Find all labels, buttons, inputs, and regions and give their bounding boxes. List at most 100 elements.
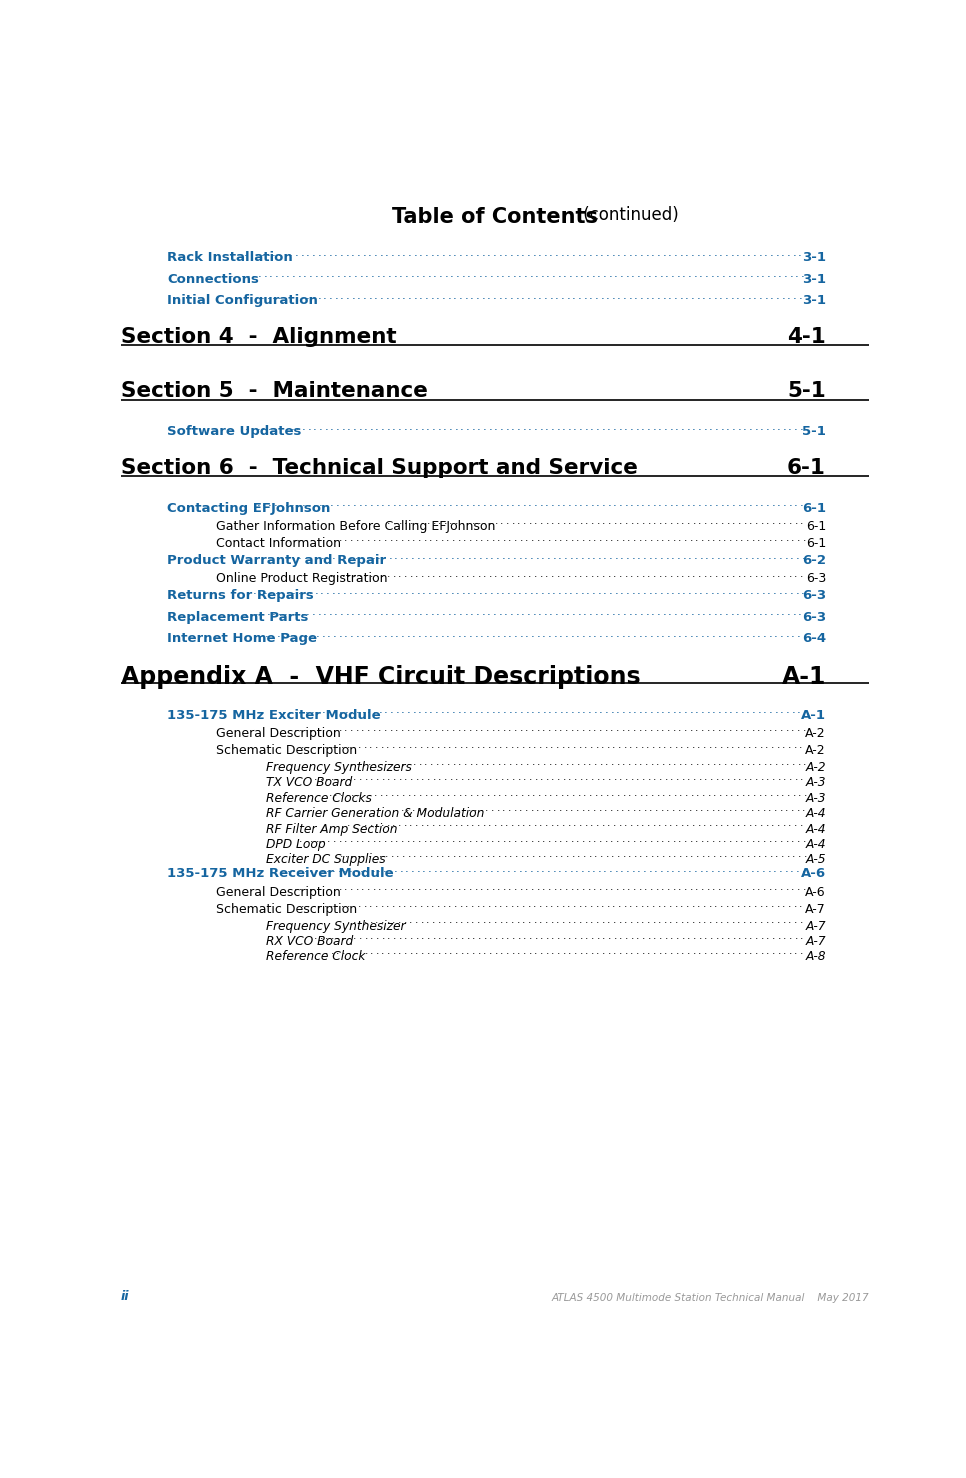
Text: .: .: [778, 946, 781, 956]
Text: .: .: [402, 245, 406, 259]
Text: .: .: [580, 946, 582, 956]
Text: .: .: [571, 723, 574, 733]
Text: .: .: [326, 548, 329, 562]
Text: .: .: [560, 245, 564, 259]
Text: .: .: [350, 534, 354, 544]
Text: .: .: [537, 882, 540, 893]
Text: .: .: [493, 606, 497, 618]
Text: .: .: [477, 516, 481, 526]
Text: .: .: [775, 723, 778, 733]
Text: .: .: [330, 931, 334, 941]
Text: .: .: [668, 899, 672, 909]
Text: .: .: [395, 627, 399, 640]
Text: .: .: [346, 788, 349, 798]
Text: .: .: [769, 882, 772, 893]
Text: .: .: [611, 788, 614, 798]
Text: A-3: A-3: [806, 776, 826, 789]
Text: .: .: [395, 534, 399, 544]
Text: .: .: [283, 290, 287, 302]
Text: .: .: [780, 723, 783, 733]
Text: .: .: [661, 723, 665, 733]
Text: .: .: [375, 740, 378, 751]
Text: .: .: [590, 819, 593, 829]
Text: .: .: [451, 803, 455, 813]
Text: .: .: [688, 548, 692, 562]
Text: .: .: [362, 606, 366, 618]
Text: .: .: [499, 740, 502, 751]
Text: .: .: [554, 882, 557, 893]
Text: .: .: [652, 819, 656, 829]
Text: .: .: [727, 862, 731, 875]
Text: .: .: [571, 757, 575, 767]
Text: .: .: [796, 803, 800, 813]
Text: .: .: [580, 931, 583, 941]
Text: .: .: [333, 834, 336, 844]
Text: .: .: [534, 497, 537, 508]
Text: .: .: [536, 803, 540, 813]
Text: .: .: [618, 497, 622, 508]
Text: .: .: [572, 290, 576, 302]
Text: .: .: [287, 862, 290, 875]
Text: .: .: [292, 548, 296, 562]
Text: .: .: [726, 569, 729, 578]
Text: .: .: [658, 819, 662, 829]
Text: .: .: [602, 569, 606, 578]
Text: .: .: [502, 834, 506, 844]
Text: .: .: [707, 788, 711, 798]
Text: A-6: A-6: [801, 868, 826, 881]
Text: .: .: [741, 850, 745, 859]
Text: .: .: [634, 245, 638, 259]
Text: .: .: [347, 420, 351, 433]
Text: .: .: [740, 803, 743, 813]
Text: .: .: [753, 757, 755, 767]
Text: .: .: [455, 773, 459, 782]
Text: .: .: [477, 497, 481, 508]
Text: .: .: [494, 740, 497, 751]
Text: .: .: [438, 569, 441, 578]
Text: .: .: [416, 548, 420, 562]
Text: .: .: [658, 497, 662, 508]
Text: .: .: [678, 534, 681, 544]
Text: .: .: [575, 584, 579, 597]
Text: .: .: [385, 788, 388, 798]
Text: .: .: [377, 268, 381, 281]
Text: .: .: [554, 606, 558, 618]
Text: A-4: A-4: [806, 823, 826, 835]
Text: .: .: [688, 268, 692, 281]
Text: .: .: [556, 420, 560, 433]
Text: .: .: [628, 788, 632, 798]
Text: .: .: [265, 627, 269, 640]
Text: .: .: [356, 788, 360, 798]
Text: .: .: [364, 773, 368, 782]
Text: .: .: [429, 803, 432, 813]
Text: .: .: [339, 834, 342, 844]
Text: .: .: [498, 788, 501, 798]
Text: .: .: [559, 834, 562, 844]
Text: .: .: [639, 627, 642, 640]
Text: .: .: [737, 420, 741, 433]
Text: .: .: [556, 569, 560, 578]
Text: .: .: [429, 627, 433, 640]
Text: .: .: [326, 268, 329, 281]
Text: .: .: [364, 946, 368, 956]
Text: .: .: [718, 627, 722, 640]
Text: .: .: [379, 534, 382, 544]
Text: .: .: [581, 862, 584, 875]
Text: .: .: [261, 606, 265, 618]
Text: .: .: [450, 584, 454, 597]
Text: .: .: [588, 757, 591, 767]
Text: .: .: [533, 915, 537, 925]
Text: .: .: [362, 290, 366, 302]
Text: .: .: [760, 569, 764, 578]
Text: .: .: [682, 862, 686, 875]
Text: .: .: [376, 931, 380, 941]
Text: .: .: [757, 627, 761, 640]
Text: .: .: [664, 819, 668, 829]
Text: .: .: [447, 788, 451, 798]
Text: .: .: [393, 516, 396, 526]
Text: .: .: [542, 704, 546, 717]
Text: .: .: [518, 584, 522, 597]
Text: .: .: [523, 915, 526, 925]
Text: .: .: [766, 516, 770, 526]
Text: .: .: [735, 850, 739, 859]
